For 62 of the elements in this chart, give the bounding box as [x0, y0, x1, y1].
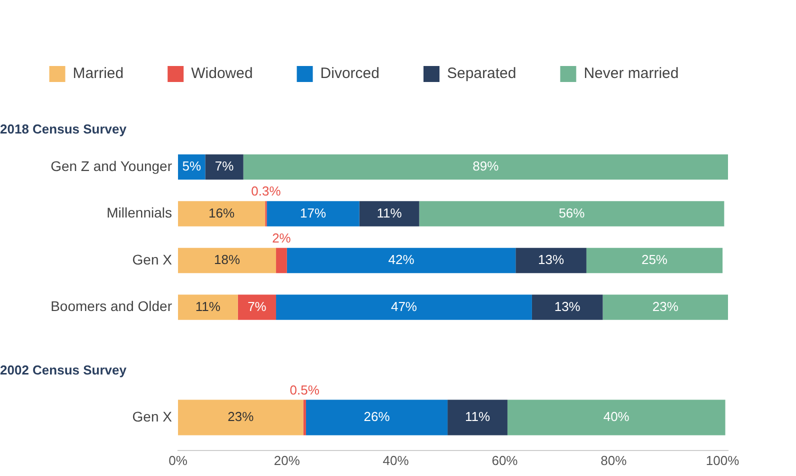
- legend-label: Married: [72, 65, 124, 82]
- data-label: 89%: [472, 158, 500, 174]
- legend-label: Divorced: [320, 65, 380, 82]
- bar: [586, 248, 723, 274]
- bar: [286, 248, 516, 274]
- bar: [359, 201, 420, 226]
- bar: [178, 400, 304, 436]
- data-label: 47%: [390, 298, 418, 314]
- y-tick-label: Gen X: [132, 408, 173, 424]
- data-label: 13%: [554, 298, 581, 314]
- bar: [507, 400, 726, 436]
- data-label: 40%: [603, 409, 630, 424]
- bar: [178, 248, 276, 274]
- bar: [205, 154, 244, 180]
- bar: [448, 400, 508, 436]
- y-tick-label: Millennials: [106, 204, 172, 221]
- bar: [243, 154, 728, 180]
- legend-label: Widowed: [191, 65, 253, 82]
- text: 2002 Census Survey: [0, 362, 128, 378]
- data-label: 11%: [376, 205, 402, 220]
- x-tick-label: 20%: [274, 452, 300, 468]
- data-label: 42%: [388, 252, 415, 268]
- data-label: 23%: [228, 409, 254, 424]
- x-tick-label: 80%: [600, 452, 628, 468]
- bar: [602, 294, 728, 320]
- data-label: 18%: [214, 252, 240, 268]
- y-tick-label: Gen Z and Younger: [50, 158, 172, 174]
- text: 2018 Census Survey: [0, 121, 128, 136]
- x-tick-label: 60%: [492, 452, 518, 468]
- data-label: 0.5%: [290, 382, 320, 398]
- bar: [532, 294, 603, 320]
- x-tick-label: 40%: [382, 452, 410, 468]
- bar: [306, 400, 448, 436]
- data-label: 7%: [214, 158, 234, 174]
- data-label: 5%: [182, 158, 202, 174]
- bar: [178, 201, 266, 226]
- legend-label: Separated: [446, 65, 516, 82]
- data-label: 13%: [538, 252, 564, 268]
- data-label: 0.3%: [251, 184, 282, 199]
- data-label: 7%: [248, 298, 267, 314]
- data-label: 11%: [195, 298, 221, 314]
- bar: [178, 294, 238, 320]
- data-label: 17%: [300, 205, 326, 220]
- bar: [303, 400, 306, 436]
- data-label: 56%: [558, 205, 586, 220]
- y-tick-label: Gen X: [132, 251, 173, 268]
- bar: [419, 201, 724, 226]
- data-label: 25%: [641, 252, 668, 268]
- data-label: 16%: [208, 205, 236, 220]
- data-label: 11%: [464, 409, 490, 424]
- bar: [516, 248, 586, 274]
- data-label: 23%: [652, 298, 679, 314]
- data-label: 26%: [364, 409, 390, 424]
- x-tick-label: 0%: [168, 452, 188, 468]
- y-tick-label: Boomers and Older: [50, 298, 172, 314]
- bar: [276, 294, 532, 320]
- bar: [266, 201, 360, 226]
- legend-label: Never married: [584, 65, 679, 82]
- bar: [276, 248, 287, 274]
- x-tick-label: 100%: [706, 452, 740, 468]
- bar: [238, 294, 276, 320]
- data-label: 2%: [272, 230, 292, 246]
